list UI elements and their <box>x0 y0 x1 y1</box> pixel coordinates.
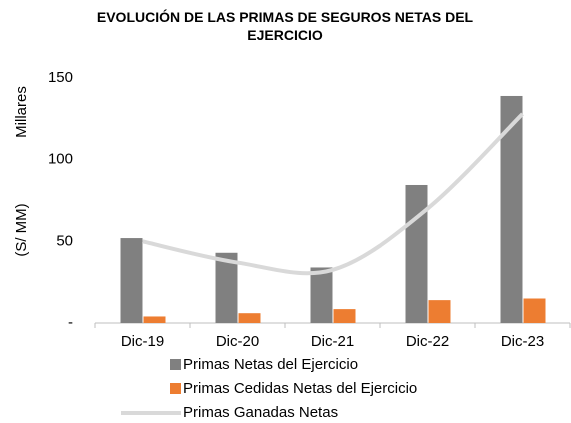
y-tick-label: 50 <box>56 232 73 249</box>
legend-swatch <box>170 359 181 370</box>
x-tick-label: Dic-23 <box>501 333 544 350</box>
bar <box>405 184 428 323</box>
bar <box>238 313 261 323</box>
legend-label: Primas Ganadas Netas <box>183 404 338 421</box>
bar <box>215 252 238 323</box>
y-axis-scale: Millares <box>13 86 30 138</box>
bar <box>310 267 333 323</box>
bar <box>333 309 356 323</box>
x-tick-label: Dic-21 <box>311 333 354 350</box>
y-tick-label: 150 <box>48 69 73 86</box>
bar <box>523 298 546 323</box>
line <box>142 112 524 276</box>
legend-label: Primas Cedidas Netas del Ejercicio <box>183 380 417 397</box>
bar <box>428 300 451 323</box>
bar <box>120 238 143 323</box>
legend-label: Primas Netas del Ejercicio <box>183 356 358 373</box>
y-tick-label: - <box>68 314 73 331</box>
y-tick-label: 100 <box>48 151 73 168</box>
y-axis-units: (S/ MM) <box>13 203 30 256</box>
legend-swatch <box>170 383 181 394</box>
x-tick-label: Dic-20 <box>216 333 259 350</box>
bar <box>143 316 166 323</box>
x-tick-label: Dic-19 <box>121 333 164 350</box>
chart-title: EVOLUCIÓN DE LAS PRIMAS DE SEGUROS NETAS… <box>96 9 474 43</box>
x-tick-label: Dic-22 <box>406 333 449 350</box>
bar <box>500 95 523 323</box>
